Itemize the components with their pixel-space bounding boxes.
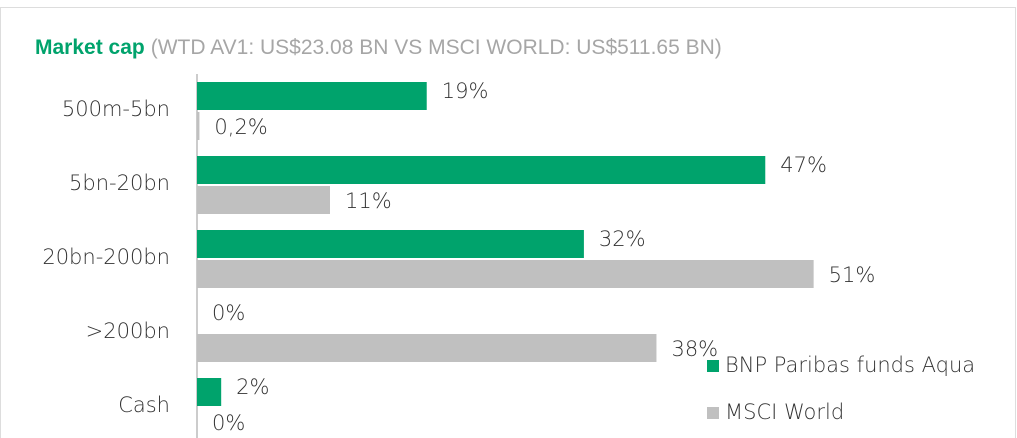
legend-label: BNP Paribas funds Aqua: [725, 353, 975, 377]
bar: [197, 378, 222, 406]
value-label: 38%: [671, 337, 718, 361]
chart-title: Market cap: [35, 36, 145, 59]
value-label: 0%: [212, 301, 245, 325]
bar: [197, 260, 814, 288]
value-label: 2%: [236, 375, 269, 399]
y-tick-label: >200bn: [86, 319, 170, 343]
legend-swatch: [707, 360, 719, 372]
legend-swatch: [707, 407, 719, 419]
value-label: 32%: [599, 227, 646, 251]
y-tick-label: 500m-5bn: [62, 97, 170, 121]
y-tick-label: Cash: [118, 393, 170, 417]
y-tick-label: 5bn-20bn: [69, 171, 170, 195]
value-label: 11%: [345, 189, 392, 213]
bar: [197, 230, 584, 258]
bar: [197, 334, 657, 362]
legend-label: MSCI World: [725, 400, 844, 424]
value-label: 47%: [780, 153, 827, 177]
chart-title-group: Market cap (WTD AV1: US$23.08 BN VS MSCI …: [35, 36, 722, 59]
bar: [197, 186, 330, 214]
bar: [197, 156, 766, 184]
y-tick-label: 20bn-200bn: [42, 245, 170, 269]
value-label: 51%: [829, 263, 876, 287]
bar: [197, 82, 427, 110]
value-label: 19%: [442, 79, 489, 103]
frame: [0, 7, 1016, 438]
bar: [197, 112, 200, 140]
chart-subtitle: (WTD AV1: US$23.08 BN VS MSCI WORLD: US$…: [151, 36, 722, 59]
value-label: 0,2%: [214, 115, 267, 139]
value-label: 0%: [212, 411, 245, 435]
